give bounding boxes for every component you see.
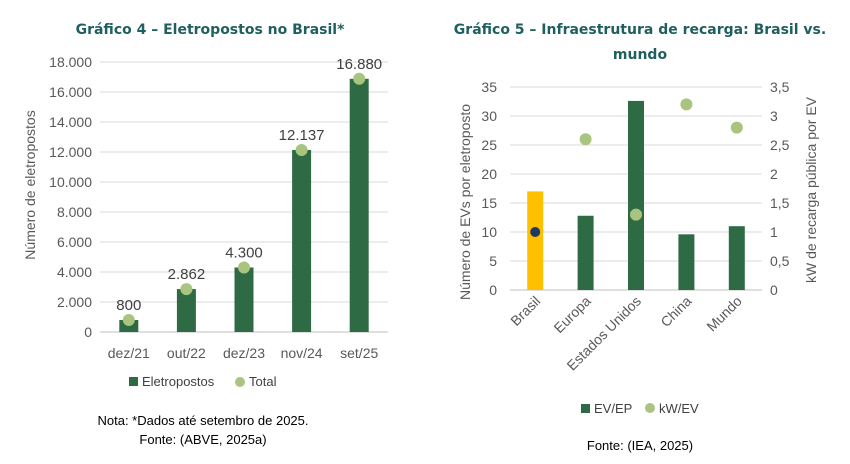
chart2-y2-tick-label: 3 xyxy=(770,108,778,124)
chart1-legend-dot-label: Total xyxy=(249,374,277,389)
chart1-y-tick-label: 10.000 xyxy=(49,174,92,190)
chart1-y-tick-label: 4.000 xyxy=(57,264,92,280)
chart2-y2-axis-title: kW de recarga pública por EV xyxy=(803,96,819,283)
chart2-legend-bar-label: EV/EP xyxy=(594,401,632,416)
chart2-kw-dot xyxy=(530,227,541,237)
chart1-source: Fonte: (ABVE, 2025a) xyxy=(139,432,266,447)
chart2-y-tick-label: 0 xyxy=(489,282,497,298)
chart2-x-tick-label: Mundo xyxy=(703,293,745,335)
chart1-data-label: 800 xyxy=(116,297,141,314)
chart2-y-axis-title: Número de EVs por eletroposto xyxy=(457,104,473,300)
chart1-legend-bar-label: Eletropostos xyxy=(142,374,215,389)
chart2-kw-dot xyxy=(680,98,693,111)
chart2-y2-tick-label: 0,5 xyxy=(770,253,790,269)
chart2-y2-tick-label: 1,5 xyxy=(770,195,790,211)
chart1-bar xyxy=(234,267,254,332)
chart1-total-dot xyxy=(353,72,366,85)
chart1-legend-bar-swatch xyxy=(129,377,138,386)
chart2-bar xyxy=(577,215,594,290)
chart2-y2-tick-label: 2,5 xyxy=(770,137,790,153)
chart1-total-dot xyxy=(122,314,135,326)
chart1-title: Gráfico 4 – Eletropostos no Brasil* xyxy=(76,22,345,38)
chart1-x-tick-label: dez/23 xyxy=(223,345,265,361)
chart1-x-tick-label: out/22 xyxy=(167,345,206,361)
chart1-plot: 0 2.000 4.000 6.000 8.000 10.000 12.000 14.000 1… xyxy=(49,54,388,361)
chart1-y-tick-label: 0 xyxy=(84,324,92,340)
chart2-y2-tick-label: 1 xyxy=(770,224,778,240)
chart1-y-tick-label: 6.000 xyxy=(57,234,92,250)
chart2-x-tick-label: Brasil xyxy=(507,293,543,329)
chart1-legend-dot-swatch xyxy=(235,377,245,387)
chart2-y-tick-label: 15 xyxy=(481,195,497,211)
chart2-legend-dot-swatch xyxy=(645,403,655,413)
chart2-y2-tick-label: 3,5 xyxy=(770,79,790,95)
chart1-y-tick-label: 2.000 xyxy=(57,294,92,310)
chart1-bar xyxy=(176,289,196,332)
chart2-y2-tick-label: 2 xyxy=(770,166,778,182)
chart2-kw-dot xyxy=(579,133,592,146)
chart1-data-label: 4.300 xyxy=(225,245,263,262)
chart1-y-tick-label: 8.000 xyxy=(57,204,92,220)
chart2-title-line2: mundo xyxy=(613,47,668,63)
chart1-x-tick-label: dez/21 xyxy=(108,345,150,361)
chart1-x-tick-label: nov/24 xyxy=(281,345,323,361)
chart2-x-tick-label: China xyxy=(657,293,694,330)
chart2-y-tick-label: 35 xyxy=(481,79,497,95)
chart1-note: Nota: *Dados até setembro de 2025. xyxy=(97,413,308,428)
chart1-y-tick-label: 18.000 xyxy=(49,54,92,70)
chart2-x-tick-label: Europa xyxy=(550,293,593,336)
chart2-title-line1: Gráfico 5 – Infraestrutura de recarga: B… xyxy=(454,22,826,38)
chart2-kw-dot xyxy=(730,121,743,134)
chart1-data-label: 12.137 xyxy=(279,127,325,144)
chart1-bar xyxy=(349,78,369,332)
chart2-kw-dot xyxy=(630,208,642,221)
chart2-source: Fonte: (IEA, 2025) xyxy=(587,438,693,453)
chart1-total-dot xyxy=(295,143,308,156)
chart1-y-tick-label: 16.000 xyxy=(49,84,92,100)
chart1-y-axis-title: Número de eletropostos xyxy=(22,110,38,259)
chart1-y-tick-label: 12.000 xyxy=(49,144,92,160)
chart2-y-tick-label: 5 xyxy=(489,253,497,269)
chart1-data-label: 16.880 xyxy=(336,56,382,73)
chart2-bar xyxy=(628,100,644,290)
chart1-total-dot xyxy=(180,283,193,296)
chart2-y2-tick-label: 0 xyxy=(770,282,778,298)
chart2-plot: 0 5 10 15 20 25 30 35 0 0,5 1 1,5 2 2,5 3 3,5 Brasil Euro… xyxy=(481,79,789,373)
chart2-bar xyxy=(678,234,695,290)
chart2-y-tick-label: 25 xyxy=(481,137,497,153)
chart2-legend-bar-swatch xyxy=(581,404,590,413)
chart1-y-tick-label: 14.000 xyxy=(49,114,92,130)
chart2-bar xyxy=(527,191,544,290)
chart2-y-tick-label: 30 xyxy=(481,108,497,124)
chart2-y-tick-label: 20 xyxy=(481,166,497,182)
chart1-data-label: 2.862 xyxy=(168,266,206,283)
chart1-x-tick-label: set/25 xyxy=(340,345,378,361)
chart2-bar xyxy=(728,226,745,290)
chart1-bar xyxy=(292,149,312,332)
chart2-legend-dot-label: kW/EV xyxy=(659,401,699,416)
chart1-total-dot xyxy=(238,261,250,274)
chart2-y-tick-label: 10 xyxy=(481,224,497,240)
